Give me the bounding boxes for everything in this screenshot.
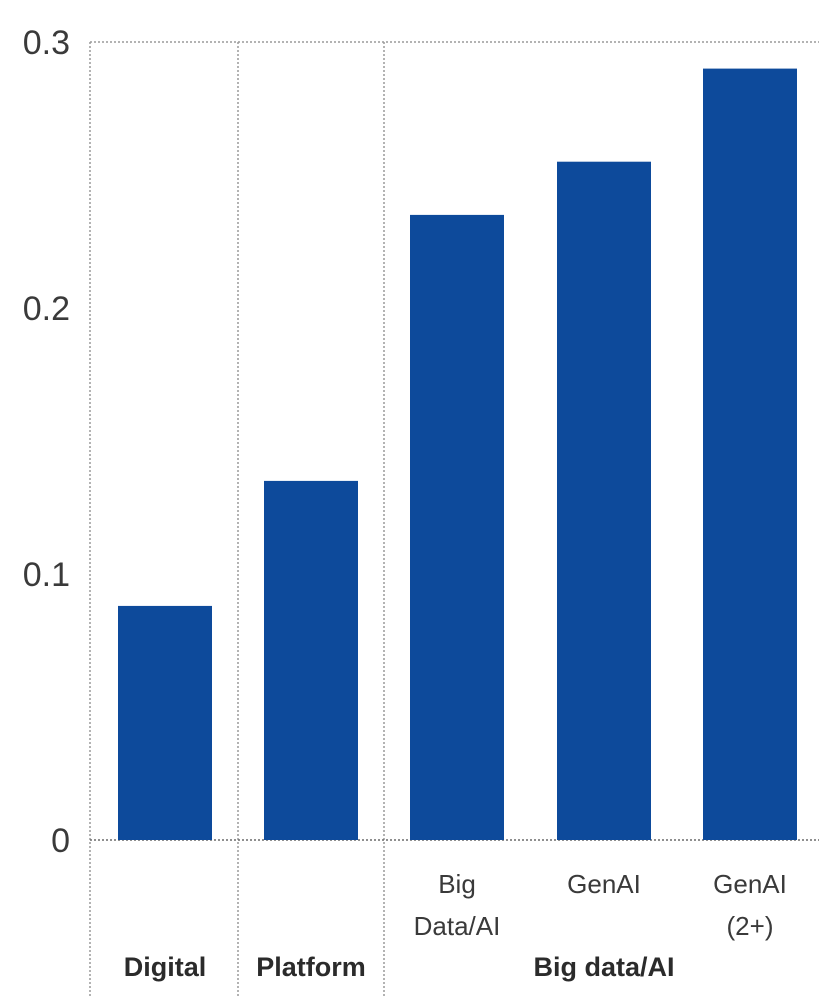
group-label: Digital <box>124 952 207 982</box>
category-label: GenAI <box>567 869 641 899</box>
y-tick-label: 0 <box>51 822 70 860</box>
y-tick-label: 0.1 <box>23 556 70 594</box>
y-tick-label: 0.3 <box>23 24 70 62</box>
bars <box>118 68 797 841</box>
category-label: Data/AI <box>414 911 501 941</box>
category-label: (2+) <box>727 911 774 941</box>
bar-2 <box>264 480 358 840</box>
bar-4 <box>557 161 651 840</box>
group-label: Platform <box>256 952 366 982</box>
bar-3 <box>410 214 504 840</box>
bar-1 <box>118 605 212 840</box>
category-label: Big <box>438 869 476 899</box>
category-labels: Big Data/AI GenAI GenAI (2+) <box>414 869 787 941</box>
y-axis-tick-labels: 0 0.1 0.2 0.3 <box>23 24 70 860</box>
bar-5 <box>703 68 797 841</box>
category-label: GenAI <box>713 869 787 899</box>
group-labels: Digital Platform Big data/AI <box>124 952 675 982</box>
group-label: Big data/AI <box>533 952 674 982</box>
y-tick-label: 0.2 <box>23 290 70 328</box>
group-separators <box>89 42 385 997</box>
